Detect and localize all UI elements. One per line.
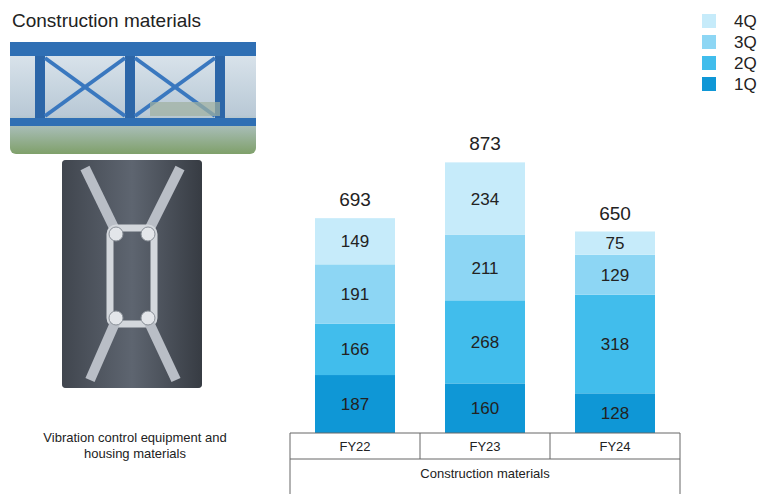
brace [45, 58, 125, 116]
data-label: 160 [471, 399, 499, 418]
bar-segment [315, 375, 395, 433]
legend-label: 4Q [734, 12, 757, 31]
photo-damper [62, 160, 202, 388]
table-edge [680, 433, 681, 494]
bolt [109, 227, 123, 241]
beam [10, 118, 256, 126]
bar-segment [575, 295, 655, 394]
table-row-line [290, 459, 680, 460]
caption-line: housing materials [84, 446, 186, 461]
legend-swatch [702, 77, 716, 91]
data-label: 187 [341, 395, 369, 414]
photo-bg [10, 42, 256, 154]
x-axis: FY22 FY23 FY24 Construction materials [290, 433, 680, 494]
legend-label: 2Q [734, 54, 757, 73]
bar-segment [575, 393, 655, 433]
bar-segment [575, 255, 655, 295]
rod [146, 316, 176, 380]
bar-segment [445, 383, 525, 433]
data-label: 149 [341, 232, 369, 251]
chart-title: Construction materials [12, 10, 201, 31]
x-tick-label: FY23 [469, 439, 500, 454]
total-label: 873 [469, 133, 501, 154]
table-edge [290, 433, 291, 494]
column [35, 56, 45, 118]
chart-root: Construction materials Vibration control … [0, 0, 778, 494]
legend-swatch [702, 35, 716, 49]
total-label: 650 [599, 203, 631, 224]
data-label: 191 [341, 285, 369, 304]
data-label: 129 [601, 266, 629, 285]
legend: 4Q 3Q 2Q 1Q [702, 12, 757, 94]
bar-segment [315, 324, 395, 375]
data-label: 211 [471, 259, 498, 278]
building [150, 102, 220, 116]
bolt [109, 311, 123, 325]
data-label: 75 [606, 234, 625, 253]
bar-segment [445, 235, 525, 300]
data-label: 234 [471, 190, 499, 209]
photo-bg [62, 160, 202, 388]
bolt [141, 311, 155, 325]
axis-line [290, 433, 680, 434]
rod [90, 316, 118, 380]
legend-swatch [702, 14, 716, 28]
beam [10, 42, 256, 56]
data-labels: 187 166 191 149 693 160 268 211 234 873 128 318 129 7… [339, 133, 631, 423]
data-label: 128 [601, 404, 629, 423]
damper-frame [110, 228, 154, 324]
x-tick-label: FY24 [599, 439, 630, 454]
legend-label: 3Q [734, 33, 757, 52]
brace [45, 58, 125, 116]
bar-segment [315, 218, 395, 264]
table-divider [420, 433, 421, 459]
legend-swatch [702, 56, 716, 70]
bar-segment [445, 300, 525, 383]
data-label: 318 [601, 335, 629, 354]
x-tick-label: FY22 [339, 439, 370, 454]
photo-shade [62, 160, 202, 388]
x-axis-title: Construction materials [420, 466, 550, 481]
bar-segment [575, 232, 655, 255]
table-divider [550, 433, 551, 459]
bar-segment [445, 162, 525, 235]
caption-line: Vibration control equipment and [43, 430, 226, 445]
total-label: 693 [339, 189, 371, 210]
bar-segment [315, 264, 395, 323]
data-label: 166 [341, 340, 369, 359]
data-label: 268 [471, 333, 499, 352]
bolt [141, 227, 155, 241]
photo-caption: Vibration control equipment andhousing m… [43, 430, 226, 461]
photo-steel-frame [10, 42, 256, 154]
legend-label: 1Q [734, 75, 757, 94]
column [125, 56, 135, 118]
bars [315, 162, 655, 433]
